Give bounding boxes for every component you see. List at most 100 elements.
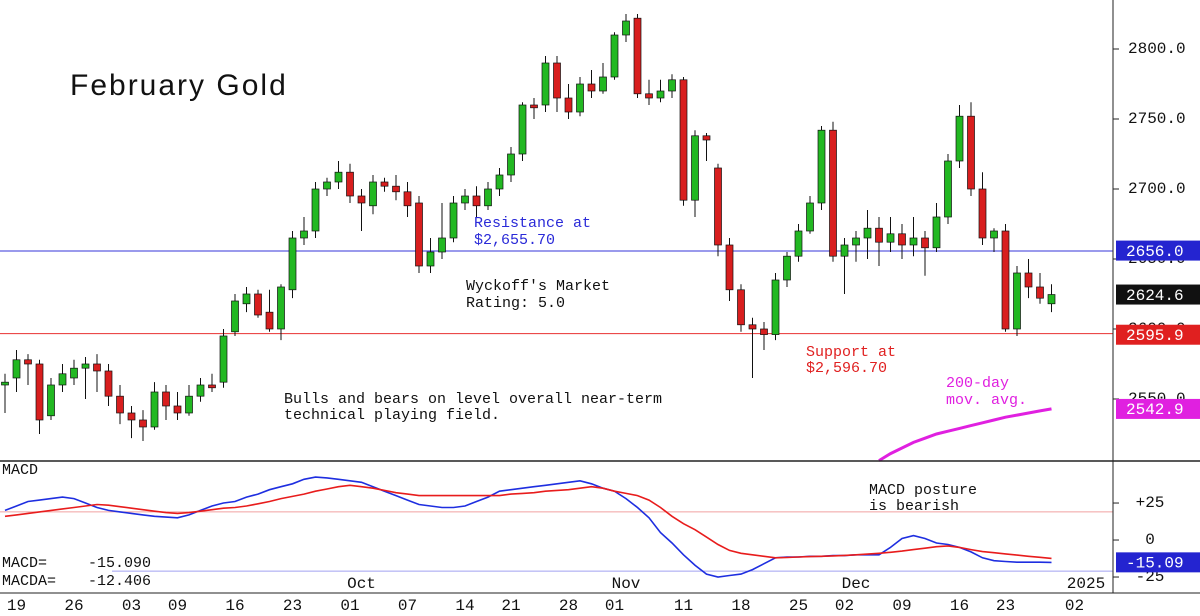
candle-body xyxy=(208,384,216,389)
candle-body xyxy=(656,90,665,99)
candle-body xyxy=(679,79,688,201)
y-tick-label: +25 xyxy=(1136,494,1165,512)
month-label: 2025 xyxy=(1067,575,1105,593)
x-tick-label: 19 xyxy=(7,597,26,615)
candle-body xyxy=(47,384,55,417)
candle-body xyxy=(93,363,101,372)
candle-body xyxy=(277,286,285,330)
month-label: Nov xyxy=(612,575,641,593)
y-tick-label: 2700.0 xyxy=(1128,180,1186,198)
month-label: Dec xyxy=(842,575,871,593)
x-tick-label: 01 xyxy=(340,597,359,615)
candle-body xyxy=(691,135,699,201)
annotation: Bulls and bears on level overall near-te… xyxy=(284,391,662,408)
candle-body xyxy=(886,233,895,243)
price-marker xyxy=(1116,552,1200,573)
candle-body xyxy=(127,412,136,421)
x-tick-label: 26 xyxy=(64,597,83,615)
candle-body xyxy=(438,237,446,253)
candle-body xyxy=(599,76,607,92)
candle-body xyxy=(24,359,32,365)
candle-body xyxy=(725,244,734,291)
price-marker xyxy=(1116,240,1200,261)
candle-body xyxy=(1036,286,1044,299)
candle-body xyxy=(714,167,722,246)
readout-value: -12.406 xyxy=(88,573,151,590)
candle-body xyxy=(863,227,872,239)
x-tick-label: 09 xyxy=(168,597,187,615)
price-marker-label: -15.09 xyxy=(1126,555,1184,573)
candle-body xyxy=(1024,272,1033,288)
x-tick-label: 28 xyxy=(559,597,578,615)
candle-body xyxy=(12,359,21,379)
candle-body xyxy=(909,237,918,246)
moving-average xyxy=(878,407,1052,462)
macd-line xyxy=(4,476,1052,578)
candle-body xyxy=(576,83,584,113)
candle-body xyxy=(1,381,9,386)
price-marker xyxy=(1116,324,1200,345)
candle-body xyxy=(553,62,561,99)
candle-body xyxy=(392,185,400,193)
x-tick-label: 03 xyxy=(122,597,141,615)
candle-body xyxy=(932,216,941,249)
candle-body xyxy=(196,384,205,397)
x-tick-label: 23 xyxy=(996,597,1015,615)
y-tick-label: 0 xyxy=(1145,531,1155,549)
candle-body xyxy=(472,195,481,207)
candle-body xyxy=(760,328,768,335)
chart-title: February Gold xyxy=(70,69,288,102)
price-marker-label: 2624.6 xyxy=(1126,287,1184,305)
candle-body xyxy=(139,419,147,428)
candle-body xyxy=(35,363,44,421)
annotation: $2,596.70 xyxy=(806,360,887,377)
price-marker xyxy=(1116,398,1200,419)
x-tick-label: 25 xyxy=(789,597,808,615)
price-marker-label: 2542.9 xyxy=(1126,401,1184,419)
candle-body xyxy=(415,202,423,267)
candle-body xyxy=(610,34,619,78)
x-tick-label: 01 xyxy=(605,597,624,615)
candle-body xyxy=(898,233,906,246)
candle-body xyxy=(265,311,274,330)
annotation: technical playing field. xyxy=(284,407,500,424)
x-tick-label: 14 xyxy=(455,597,474,615)
annotation: Support at xyxy=(806,344,896,361)
candle-body xyxy=(369,181,377,207)
candle-body xyxy=(219,335,228,383)
y-tick-label: 2750.0 xyxy=(1128,110,1186,128)
candle-body xyxy=(495,174,504,190)
x-tick-label: 02 xyxy=(835,597,854,615)
candle-body xyxy=(461,195,469,204)
candle-body xyxy=(173,405,182,414)
annotation: $2,655.70 xyxy=(474,232,555,249)
candle-body xyxy=(104,370,113,397)
annotation: 200-day xyxy=(946,375,1009,392)
readout-value: -15.090 xyxy=(88,555,151,572)
candle-body xyxy=(771,279,780,335)
candle-body xyxy=(622,20,630,36)
candle-body xyxy=(449,202,458,239)
candle-body xyxy=(967,115,975,190)
price-marker-label: 2656.0 xyxy=(1126,243,1184,261)
candle-body xyxy=(668,79,676,92)
candle-body xyxy=(978,188,987,239)
candle-body xyxy=(323,181,331,190)
candle-body xyxy=(587,83,596,92)
x-tick-label: 21 xyxy=(501,597,520,615)
candle-body xyxy=(817,129,826,204)
readout-label: MACD= xyxy=(2,555,47,572)
candle-body xyxy=(518,104,527,155)
candle-body xyxy=(334,171,343,183)
x-tick-label: 02 xyxy=(1065,597,1084,615)
x-tick-label: 07 xyxy=(398,597,417,615)
candle-body xyxy=(840,244,849,257)
candle-body xyxy=(116,395,124,414)
candle-body xyxy=(1013,272,1021,330)
candle-body xyxy=(300,230,308,239)
candle-body xyxy=(748,324,757,330)
x-tick-label: 16 xyxy=(225,597,244,615)
annotation: is bearish xyxy=(869,498,959,515)
candle-body xyxy=(530,104,538,109)
